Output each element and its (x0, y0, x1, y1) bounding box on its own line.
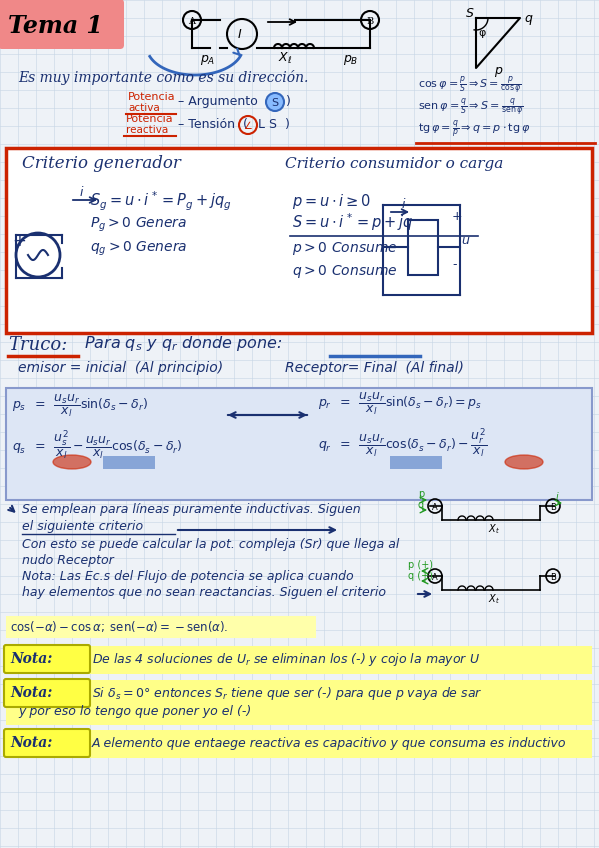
Bar (408, 220, 438, 275)
Text: Potencia: Potencia (126, 114, 174, 124)
Text: I: I (238, 28, 242, 41)
Text: $q_r \;\;=\;\; \dfrac{u_s u_r}{x_l} \cos(\delta_s - \delta_r) - \dfrac{u_r^2}{x_: $q_r \;\;=\;\; \dfrac{u_s u_r}{x_l} \cos… (318, 427, 487, 460)
Text: – Tensión  (: – Tensión ( (178, 118, 248, 131)
Text: $X_t$: $X_t$ (488, 522, 500, 536)
Text: S: S (466, 7, 474, 20)
Text: $p_B$: $p_B$ (343, 53, 358, 67)
Text: activa: activa (128, 103, 160, 113)
Text: Es muy importante como es su dirección.: Es muy importante como es su dirección. (18, 70, 308, 85)
Text: hay elementos que no sean reactancias. Siguen el criterio: hay elementos que no sean reactancias. S… (22, 586, 386, 599)
Text: Con esto se puede calcular la pot. compleja (Sr) que llega al: Con esto se puede calcular la pot. compl… (22, 538, 400, 551)
Text: el siguiente criterio: el siguiente criterio (22, 520, 143, 533)
Text: p (+): p (+) (408, 560, 433, 570)
Text: $p = u \cdot i \geq 0$: $p = u \cdot i \geq 0$ (292, 192, 371, 211)
Text: Potencia: Potencia (128, 92, 176, 102)
Text: Si $\delta_s = 0°$ entonces $S_r$ tiene que ser (-) para que p vaya de sar: Si $\delta_s = 0°$ entonces $S_r$ tiene … (92, 685, 483, 702)
Text: $p_r \;\;=\;\; \dfrac{u_s u_r}{x_l} \sin(\delta_s - \delta_r) = p_s$: $p_r \;\;=\;\; \dfrac{u_s u_r}{x_l} \sin… (318, 391, 482, 417)
Text: $\cos\varphi = \frac{p}{S} \Rightarrow S = \frac{p}{\cos\varphi}$: $\cos\varphi = \frac{p}{S} \Rightarrow S… (418, 74, 522, 96)
Text: – Argumento  ( u: – Argumento ( u (178, 95, 283, 108)
Text: A: A (188, 17, 195, 26)
Text: q: q (524, 12, 532, 25)
Text: $q_s \;\;=\;\; \dfrac{u_s^2}{x_l} - \dfrac{u_s u_r}{x_l} \cos(\delta_s - \delta_: $q_s \;\;=\;\; \dfrac{u_s^2}{x_l} - \dfr… (12, 429, 183, 462)
Bar (6, 388, 592, 500)
Bar (103, 456, 155, 469)
Text: reactiva: reactiva (126, 125, 168, 135)
Text: Tema 1: Tema 1 (8, 14, 103, 38)
Text: Receptor= Final  (Al final): Receptor= Final (Al final) (285, 361, 464, 375)
Text: p: p (494, 64, 502, 77)
FancyBboxPatch shape (0, 0, 124, 49)
Bar (6, 730, 592, 758)
FancyBboxPatch shape (4, 679, 90, 707)
Text: Se emplean para líneas puramente inductivas. Siguen: Se emplean para líneas puramente inducti… (22, 503, 361, 516)
Text: B: B (550, 503, 556, 512)
Text: Nota:: Nota: (10, 686, 52, 700)
Text: $\mathrm{tg}\,\varphi = \frac{q}{p} \Rightarrow q = p \cdot \mathrm{tg}\,\varphi: $\mathrm{tg}\,\varphi = \frac{q}{p} \Rig… (418, 118, 530, 140)
Ellipse shape (505, 455, 543, 469)
Bar (6, 148, 592, 333)
Bar (390, 456, 442, 469)
Text: Para $q_s$ y $q_r$ donde pone:: Para $q_s$ y $q_r$ donde pone: (84, 334, 283, 353)
FancyBboxPatch shape (4, 645, 90, 673)
Text: Truco:: Truco: (8, 336, 67, 354)
Text: S: S (271, 98, 278, 108)
Text: De las 4 soluciones de $U_r$ se eliminan los (-) y cojo la mayor U: De las 4 soluciones de $U_r$ se eliminan… (92, 651, 480, 668)
FancyBboxPatch shape (4, 729, 90, 757)
Text: i: i (80, 186, 83, 199)
Text: φ: φ (478, 28, 485, 38)
Text: B: B (366, 17, 373, 26)
Text: $p_A$: $p_A$ (200, 53, 216, 67)
Text: emisor = inicial  (Al principio): emisor = inicial (Al principio) (18, 361, 223, 375)
Text: Criterio consumidor o carga: Criterio consumidor o carga (285, 157, 503, 171)
Text: A: A (432, 573, 438, 582)
Text: Nota:: Nota: (10, 736, 52, 750)
Bar (6, 646, 592, 674)
Circle shape (266, 93, 284, 111)
Text: i: i (402, 198, 406, 211)
Text: A: A (432, 503, 438, 512)
Text: -: - (452, 258, 456, 271)
Text: Nota:: Nota: (10, 652, 52, 666)
Text: $S = u \cdot i^* = p + jq$: $S = u \cdot i^* = p + jq$ (292, 211, 414, 233)
Text: u: u (461, 234, 469, 247)
Text: ): ) (286, 95, 291, 108)
Text: Criterio generador: Criterio generador (22, 155, 181, 172)
Text: +: + (452, 210, 462, 223)
Text: $p > 0$ Consume: $p > 0$ Consume (292, 240, 398, 257)
Bar (6, 680, 592, 725)
Text: i: i (556, 492, 559, 502)
Text: ∠: ∠ (243, 121, 252, 131)
Text: p: p (418, 489, 424, 499)
Text: $\cos(-\alpha) - \cos\alpha;\;  \mathrm{sen}(-\alpha) = -\mathrm{sen}(\alpha).$: $\cos(-\alpha) - \cos\alpha;\; \mathrm{s… (10, 619, 228, 634)
Text: Nota: Las Ec.s del Flujo de potencia se aplica cuando: Nota: Las Ec.s del Flujo de potencia se … (22, 570, 353, 583)
Bar (6, 616, 316, 638)
Text: $\mathrm{sen}\,\varphi = \frac{q}{S} \Rightarrow S = \frac{q}{\mathrm{sen}\,\var: $\mathrm{sen}\,\varphi = \frac{q}{S} \Ri… (418, 96, 524, 118)
Text: $q_g > 0$ Genera: $q_g > 0$ Genera (90, 240, 187, 259)
Text: nudo Receptor: nudo Receptor (22, 554, 114, 567)
Text: L S  ): L S ) (258, 118, 290, 131)
Text: A elemento que entaege reactiva es capacitivo y que consuma es inductivo: A elemento que entaege reactiva es capac… (92, 737, 567, 750)
Text: y por eso lo tengo que poner yo el (-): y por eso lo tengo que poner yo el (-) (18, 705, 251, 718)
Text: q: q (418, 500, 424, 510)
Ellipse shape (53, 455, 91, 469)
Text: $S_g = u \cdot i^* = P_g + jq_g$: $S_g = u \cdot i^* = P_g + jq_g$ (90, 189, 232, 213)
Text: +: + (12, 232, 26, 250)
Text: $P_g > 0$ Genera: $P_g > 0$ Genera (90, 216, 187, 234)
Text: q (+): q (+) (408, 571, 433, 581)
Text: $X_t$: $X_t$ (488, 592, 500, 605)
Text: B: B (550, 573, 556, 582)
Text: $q > 0$ Consume: $q > 0$ Consume (292, 263, 398, 280)
Text: $X_\ell$: $X_\ell$ (278, 51, 292, 66)
Text: $p_s \;\;=\;\; \dfrac{u_s u_r}{x_l} \sin(\delta_s - \delta_r)$: $p_s \;\;=\;\; \dfrac{u_s u_r}{x_l} \sin… (12, 393, 148, 420)
